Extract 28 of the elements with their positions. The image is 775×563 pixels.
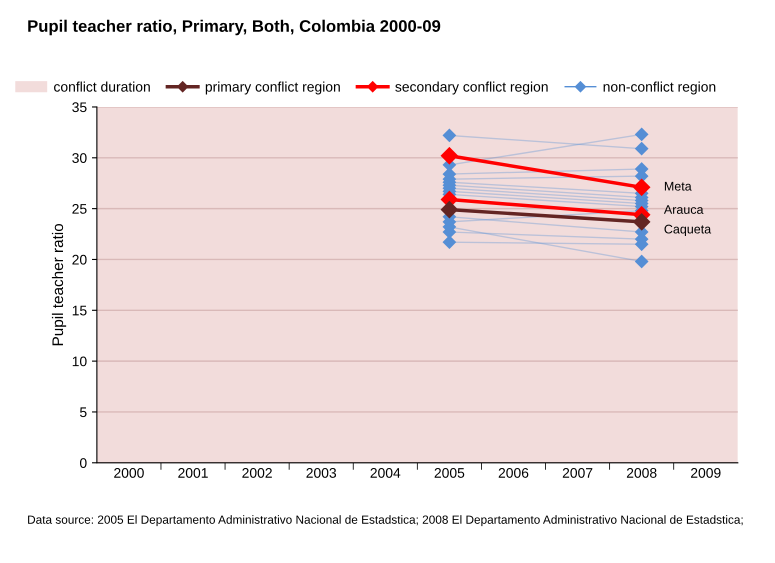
x-tick-label: 2005 (434, 468, 464, 478)
y-tick-label: 5 (80, 407, 87, 418)
x-tick-label: 2008 (626, 468, 657, 478)
y-tick-label: 25 (72, 204, 87, 214)
y-tick-label: 35 (72, 102, 87, 112)
annotation: Arauca (664, 205, 704, 214)
x-tick-label: 2001 (178, 468, 208, 478)
legend-label: primary conflict region (206, 82, 340, 94)
x-tick-label: 2009 (691, 468, 721, 478)
x-tick-label: 2006 (498, 468, 528, 478)
annotation: Caqueta (664, 224, 712, 236)
x-tick-label: 2000 (114, 468, 144, 478)
legend-label: conflict duration (54, 82, 150, 92)
legend-label: secondary conflict region (395, 82, 548, 94)
source-note: Data source: 2005 El Departamento Administrativo Nacional de Estadstica; 2008 El Departamento Administrativo Nacional de Estadstica; (28, 515, 743, 526)
y-tick-label: 20 (72, 254, 87, 265)
x-tick-label: 2007 (562, 468, 592, 478)
legend-label: non-conflict region (604, 82, 716, 94)
y-tick-label: 0 (80, 458, 87, 468)
y-tick-label: 15 (72, 306, 87, 316)
y-axis-title: Pupil teacher ratio (52, 224, 66, 346)
y-tick-label: 30 (72, 153, 87, 163)
x-tick-label: 2002 (242, 468, 272, 478)
x-tick-label: 2004 (370, 468, 400, 478)
annotation: Meta (664, 182, 692, 191)
y-tick-label: 10 (72, 356, 87, 366)
chart-title: Pupil teacher ratio, Primary, Both, Colombia 2000-09 (28, 20, 440, 36)
x-tick-label: 2003 (306, 468, 336, 478)
